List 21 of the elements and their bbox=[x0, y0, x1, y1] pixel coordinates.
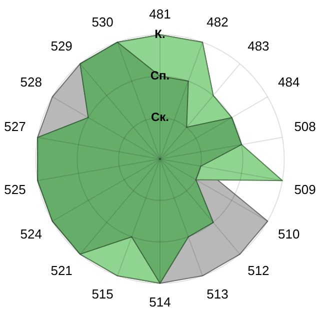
spoke-label: 484 bbox=[278, 74, 300, 90]
spoke-label: 521 bbox=[50, 262, 72, 278]
spoke-label: 524 bbox=[20, 226, 42, 242]
y-tick-label: К. bbox=[154, 27, 166, 42]
y-tick-label: Сп. bbox=[150, 68, 170, 82]
y-tick-label: Ск. bbox=[150, 110, 170, 124]
spoke-label: 515 bbox=[92, 286, 114, 302]
spoke-label: 529 bbox=[50, 38, 72, 54]
spoke-label: 512 bbox=[248, 262, 270, 278]
spoke-label: 530 bbox=[92, 14, 114, 30]
spoke-label: 514 bbox=[149, 294, 171, 310]
spoke-label: 528 bbox=[20, 74, 42, 90]
spoke-label: 510 bbox=[278, 226, 300, 242]
spoke-label: 525 bbox=[4, 182, 26, 198]
spoke-label: 482 bbox=[206, 14, 228, 30]
spoke-label: 509 bbox=[294, 182, 316, 198]
spoke-label: 508 bbox=[294, 119, 316, 134]
spoke-label: 481 bbox=[149, 6, 171, 22]
spoke-label: 527 bbox=[4, 119, 26, 134]
spoke-label: 483 bbox=[248, 38, 270, 54]
spoke-label: 513 bbox=[206, 286, 228, 302]
